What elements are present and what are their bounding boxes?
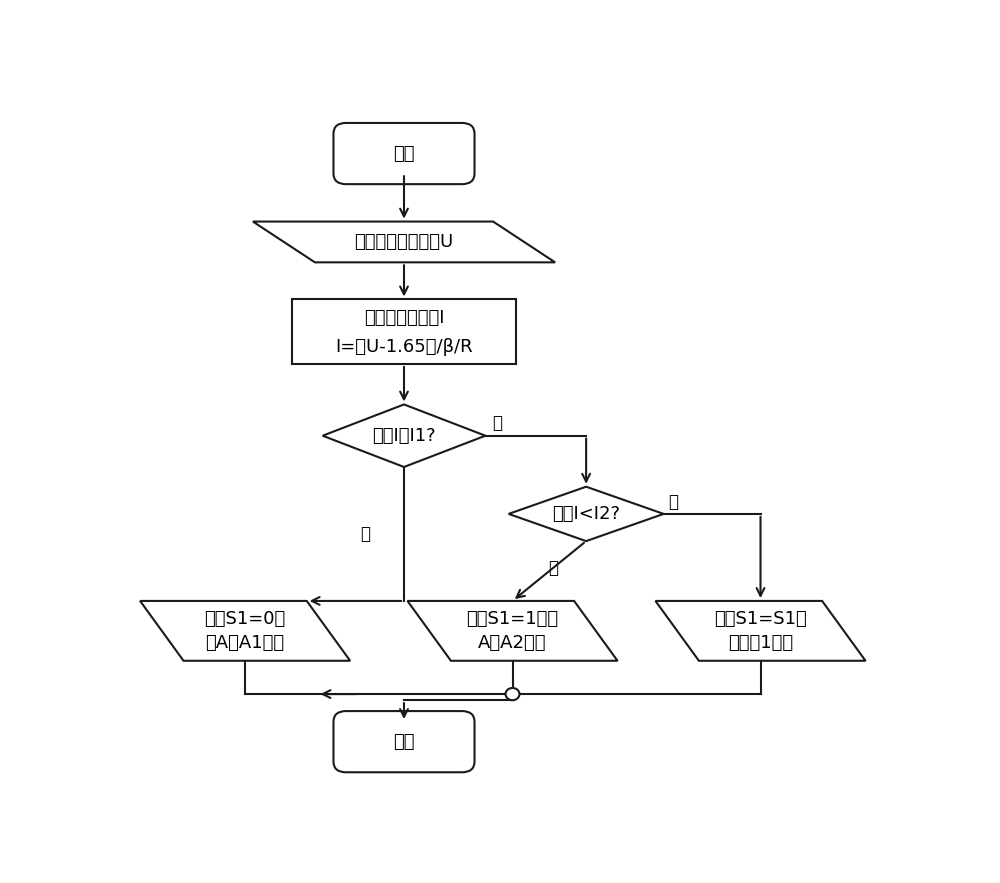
Text: 输出S1=S1，: 输出S1=S1， xyxy=(714,609,807,628)
Circle shape xyxy=(506,688,519,700)
Polygon shape xyxy=(655,601,866,660)
Text: 判断I<I2?: 判断I<I2? xyxy=(552,505,620,523)
FancyBboxPatch shape xyxy=(333,123,475,185)
Polygon shape xyxy=(323,404,485,467)
Text: 开始: 开始 xyxy=(393,145,415,162)
Text: 是: 是 xyxy=(360,525,370,543)
Text: A与A2相连: A与A2相连 xyxy=(478,634,547,652)
Text: 否: 否 xyxy=(668,493,678,510)
Polygon shape xyxy=(140,601,350,660)
Text: I=（U-1.65）/β/R: I=（U-1.65）/β/R xyxy=(335,337,473,356)
Text: 电流采样信号输入U: 电流采样信号输入U xyxy=(354,233,454,251)
Text: 令A与A1相连: 令A与A1相连 xyxy=(206,634,285,652)
Text: 计算得到相电流I: 计算得到相电流I xyxy=(364,309,444,327)
Text: 结束: 结束 xyxy=(393,733,415,751)
FancyBboxPatch shape xyxy=(333,711,475,773)
Text: 是: 是 xyxy=(549,559,559,577)
Text: 输出S1=1，另: 输出S1=1，另 xyxy=(466,609,559,628)
Polygon shape xyxy=(509,487,664,541)
Bar xyxy=(292,299,516,364)
Text: 判断I＞I1?: 判断I＞I1? xyxy=(372,426,436,445)
Polygon shape xyxy=(253,222,555,262)
Text: 输出S1=0，: 输出S1=0， xyxy=(205,609,286,628)
Polygon shape xyxy=(407,601,618,660)
Text: 否: 否 xyxy=(492,414,502,433)
Text: 令开关1不变: 令开关1不变 xyxy=(728,634,793,652)
